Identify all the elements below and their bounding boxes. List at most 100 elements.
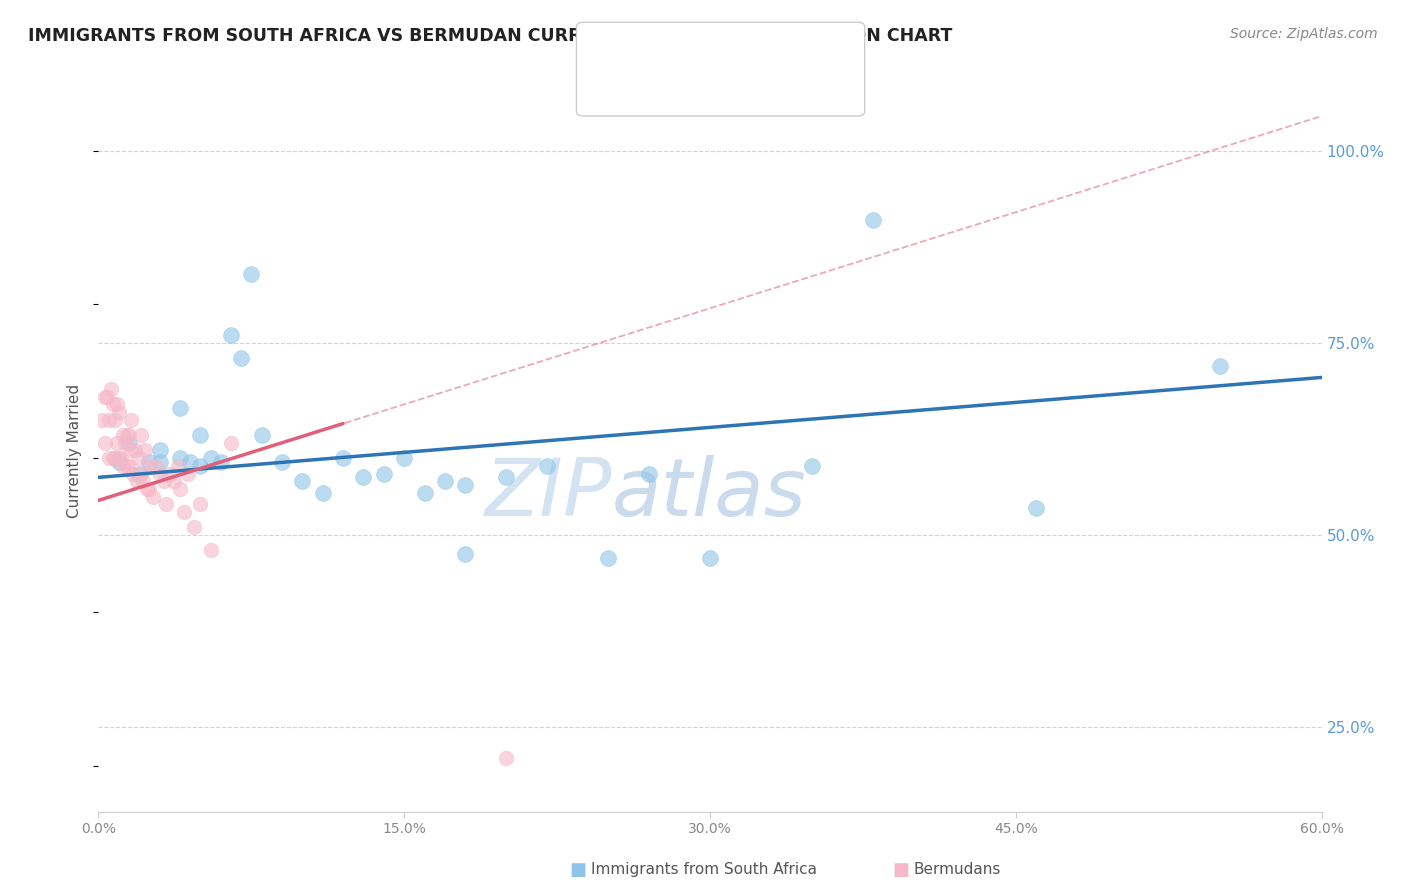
Point [128, 467, 150, 481]
Point [392, 451, 416, 466]
Point [104, 451, 127, 466]
Point [332, 451, 354, 466]
Text: IMMIGRANTS FROM SOUTH AFRICA VS BERMUDAN CURRENTLY MARRIED CORRELATION CHART: IMMIGRANTS FROM SOUTH AFRICA VS BERMUDAN… [28, 27, 952, 45]
Point [188, 497, 212, 511]
Point [104, 413, 127, 427]
Text: ■: ■ [893, 861, 910, 879]
Point [108, 451, 131, 466]
Point [1025, 501, 1047, 516]
Point [250, 428, 273, 442]
Point [111, 428, 134, 442]
Point [495, 470, 517, 484]
Point [114, 435, 136, 450]
Text: ZIP: ZIP [485, 455, 612, 533]
Point [101, 451, 124, 466]
Y-axis label: Currently Married: Currently Married [67, 384, 83, 517]
Point [134, 443, 156, 458]
Text: R =  0.191    N = 52: R = 0.191 N = 52 [623, 83, 786, 98]
Text: Bermudans: Bermudans [914, 863, 1001, 877]
Text: atlas: atlas [612, 455, 807, 533]
Point [97, 451, 120, 466]
Point [110, 451, 132, 466]
Point [352, 470, 374, 484]
Point [93, 435, 115, 450]
Text: Source: ZipAtlas.com: Source: ZipAtlas.com [1230, 27, 1378, 41]
Point [801, 458, 824, 473]
Point [159, 467, 181, 481]
Point [209, 455, 232, 469]
Point [163, 474, 186, 488]
Text: ■: ■ [598, 81, 614, 99]
Point [200, 543, 222, 558]
Point [188, 458, 212, 473]
Point [536, 458, 558, 473]
Point [115, 458, 138, 473]
Point [120, 443, 142, 458]
Point [108, 405, 131, 419]
Point [862, 212, 884, 227]
Point [128, 451, 150, 466]
Point [188, 428, 212, 442]
Point [91, 413, 114, 427]
Point [169, 451, 191, 466]
Point [118, 428, 141, 442]
Point [132, 474, 155, 488]
Point [179, 455, 201, 469]
Point [124, 443, 146, 458]
Point [373, 467, 395, 481]
Point [155, 497, 177, 511]
Point [240, 267, 263, 281]
Point [699, 551, 721, 566]
Point [145, 458, 167, 473]
Point [200, 451, 222, 466]
Text: ■: ■ [569, 861, 586, 879]
Point [115, 428, 138, 442]
Point [120, 413, 142, 427]
Point [149, 467, 172, 481]
Point [129, 428, 152, 442]
Text: Immigrants from South Africa: Immigrants from South Africa [591, 863, 817, 877]
Text: R =  0.159    N = 37: R = 0.159 N = 37 [623, 43, 785, 58]
Point [177, 467, 200, 481]
Point [129, 467, 152, 481]
Point [169, 401, 191, 416]
Point [149, 443, 172, 458]
Point [118, 458, 141, 473]
Point [434, 474, 457, 488]
Point [138, 482, 160, 496]
Point [413, 485, 436, 500]
Point [219, 435, 242, 450]
Point [312, 485, 335, 500]
Point [219, 328, 242, 343]
Point [111, 458, 134, 473]
Point [149, 455, 172, 469]
Point [495, 751, 517, 765]
Point [101, 397, 124, 411]
Point [96, 390, 118, 404]
Point [142, 490, 165, 504]
Text: ■: ■ [598, 42, 614, 60]
Point [108, 455, 131, 469]
Point [270, 455, 294, 469]
Point [167, 458, 190, 473]
Point [93, 390, 115, 404]
Point [291, 474, 314, 488]
Point [97, 413, 120, 427]
Point [122, 467, 145, 481]
Point [138, 455, 160, 469]
Point [100, 382, 122, 396]
Point [598, 551, 620, 566]
Point [118, 435, 141, 450]
Point [105, 397, 128, 411]
Point [1209, 359, 1232, 373]
Point [183, 520, 205, 534]
Point [231, 351, 253, 366]
Point [127, 474, 149, 488]
Point [638, 467, 661, 481]
Point [454, 478, 477, 492]
Point [138, 458, 160, 473]
Point [136, 482, 159, 496]
Point [152, 474, 174, 488]
Point [169, 482, 191, 496]
Point [105, 435, 128, 450]
